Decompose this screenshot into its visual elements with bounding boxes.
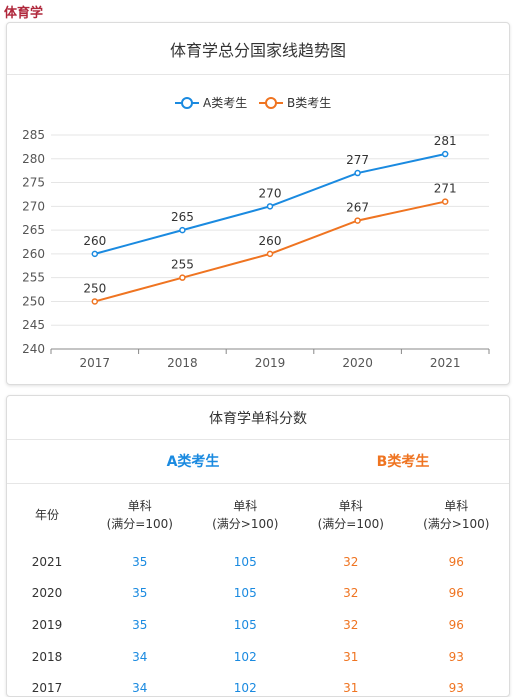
data-label-0-1: 265 — [171, 210, 194, 224]
cell-a-100: 35 — [132, 617, 148, 632]
data-label-0-3: 277 — [346, 153, 369, 167]
line-chart: A类考生 B类考生 240 245 250 255 260 265 270 275 280 285 20… — [22, 96, 490, 370]
chart-card: 体育学总分国家线趋势图 A类考生 B类考生 240 245 250 255 260 265 27… — [6, 22, 510, 385]
data-point-0-4 — [441, 150, 449, 158]
cell-a-100: 34 — [132, 649, 148, 664]
group-header-row: A类考生 B类考生 — [7, 440, 509, 484]
cell-year: 2021 — [31, 554, 63, 569]
x-tick-label-4: 2021 — [430, 356, 461, 370]
y-tick-label-6: 270 — [22, 199, 45, 213]
data-label-1-1: 255 — [171, 258, 194, 272]
table-header-row: 年份 单科 (满分=100) 单科 (满分>100) 单科 (满分=100) 单科 (满… — [7, 484, 509, 546]
y-tick-label-5: 265 — [22, 223, 45, 237]
x-tick-label-1: 2018 — [167, 356, 198, 370]
cell-b-100: 31 — [343, 681, 359, 696]
cell-b-100: 32 — [343, 586, 359, 601]
cell-a-over-100: 102 — [233, 681, 257, 696]
data-label-1-0: 250 — [83, 281, 106, 295]
table-row: 2018 34 102 31 93 — [7, 641, 509, 673]
cell-year: 2017 — [31, 681, 63, 696]
data-point-0-3 — [354, 169, 361, 177]
cell-b-over-100: 96 — [448, 586, 464, 601]
x-tick-label-2: 2019 — [255, 356, 286, 370]
y-tick-label-0: 240 — [22, 342, 45, 356]
data-point-0-0 — [91, 250, 99, 258]
table-row: 2019 35 105 32 96 — [7, 609, 509, 641]
cell-a-over-100: 105 — [233, 586, 257, 601]
cell-a-100: 34 — [132, 681, 148, 696]
data-point-1-2 — [266, 250, 274, 258]
data-label-1-3: 267 — [346, 201, 369, 215]
data-point-1-0 — [91, 298, 99, 305]
data-point-0-2 — [266, 203, 274, 210]
cell-b-over-100: 93 — [448, 649, 464, 664]
score-table-card: 体育学单科分数 A类考生 B类考生 年份 单科 (满分=100) 单科 (满分>10… — [6, 395, 510, 697]
data-point-1-1 — [179, 274, 186, 281]
cell-a-100: 35 — [132, 554, 148, 569]
cell-b-100: 31 — [343, 649, 359, 664]
x-tick-label-0: 2017 — [80, 356, 111, 370]
legend-label-0: A类考生 — [203, 96, 247, 110]
data-label-1-2: 260 — [259, 234, 282, 248]
cell-a-100: 35 — [132, 586, 148, 601]
header-a-single-over-100: 单科 (满分>100) — [212, 499, 279, 531]
cell-a-over-100: 102 — [233, 649, 257, 664]
x-tick-label-3: 2020 — [342, 356, 373, 370]
header-year: 年份 — [34, 508, 59, 522]
data-label-0-4: 281 — [434, 134, 457, 148]
cell-b-over-100: 96 — [448, 554, 464, 569]
table-row: 2020 35 105 32 96 — [7, 578, 509, 610]
table-title: 体育学单科分数 — [7, 396, 509, 440]
cell-year: 2019 — [31, 617, 63, 632]
data-label-0-0: 260 — [83, 234, 106, 248]
legend-marker-1 — [265, 97, 277, 109]
table-row: 2017 34 102 31 93 — [7, 672, 509, 696]
group-a-label: A类考生 — [166, 454, 220, 470]
y-tick-label-4: 260 — [22, 247, 45, 261]
header-a-single-100: 单科 (满分=100) — [106, 499, 173, 531]
chart-title: 体育学总分国家线趋势图 — [7, 23, 509, 75]
data-point-1-4 — [441, 198, 449, 205]
header-b-single-100: 单科 (满分=100) — [317, 499, 384, 531]
legend-label-1: B类考生 — [287, 96, 331, 110]
y-tick-label-2: 250 — [22, 294, 45, 308]
data-point-0-1 — [179, 226, 186, 234]
cell-b-over-100: 96 — [448, 617, 464, 632]
header-b-single-over-100: 单科 (满分>100) — [423, 499, 490, 531]
score-table: 年份 单科 (满分=100) 单科 (满分>100) 单科 (满分=100) 单科 (满… — [7, 484, 509, 696]
table-row: 2021 35 105 32 96 — [7, 546, 509, 578]
data-label-0-2: 270 — [259, 186, 282, 200]
y-tick-label-3: 255 — [22, 271, 45, 285]
group-b-label: B类考生 — [376, 454, 430, 470]
cell-year: 2020 — [31, 586, 63, 601]
data-point-1-3 — [354, 217, 361, 224]
data-label-1-4: 271 — [434, 182, 457, 196]
cell-b-100: 32 — [343, 554, 359, 569]
y-tick-label-9: 285 — [22, 128, 45, 142]
y-tick-label-1: 245 — [22, 318, 45, 332]
y-tick-label-7: 275 — [22, 176, 45, 190]
cell-b-over-100: 93 — [448, 681, 464, 696]
legend-marker-0 — [181, 97, 193, 109]
y-tick-label-8: 280 — [22, 152, 45, 166]
cell-a-over-100: 105 — [233, 617, 257, 632]
cell-b-100: 32 — [343, 617, 359, 632]
page-label: 体育学 — [4, 6, 44, 21]
cell-a-over-100: 105 — [233, 554, 257, 569]
cell-year: 2018 — [31, 649, 63, 664]
